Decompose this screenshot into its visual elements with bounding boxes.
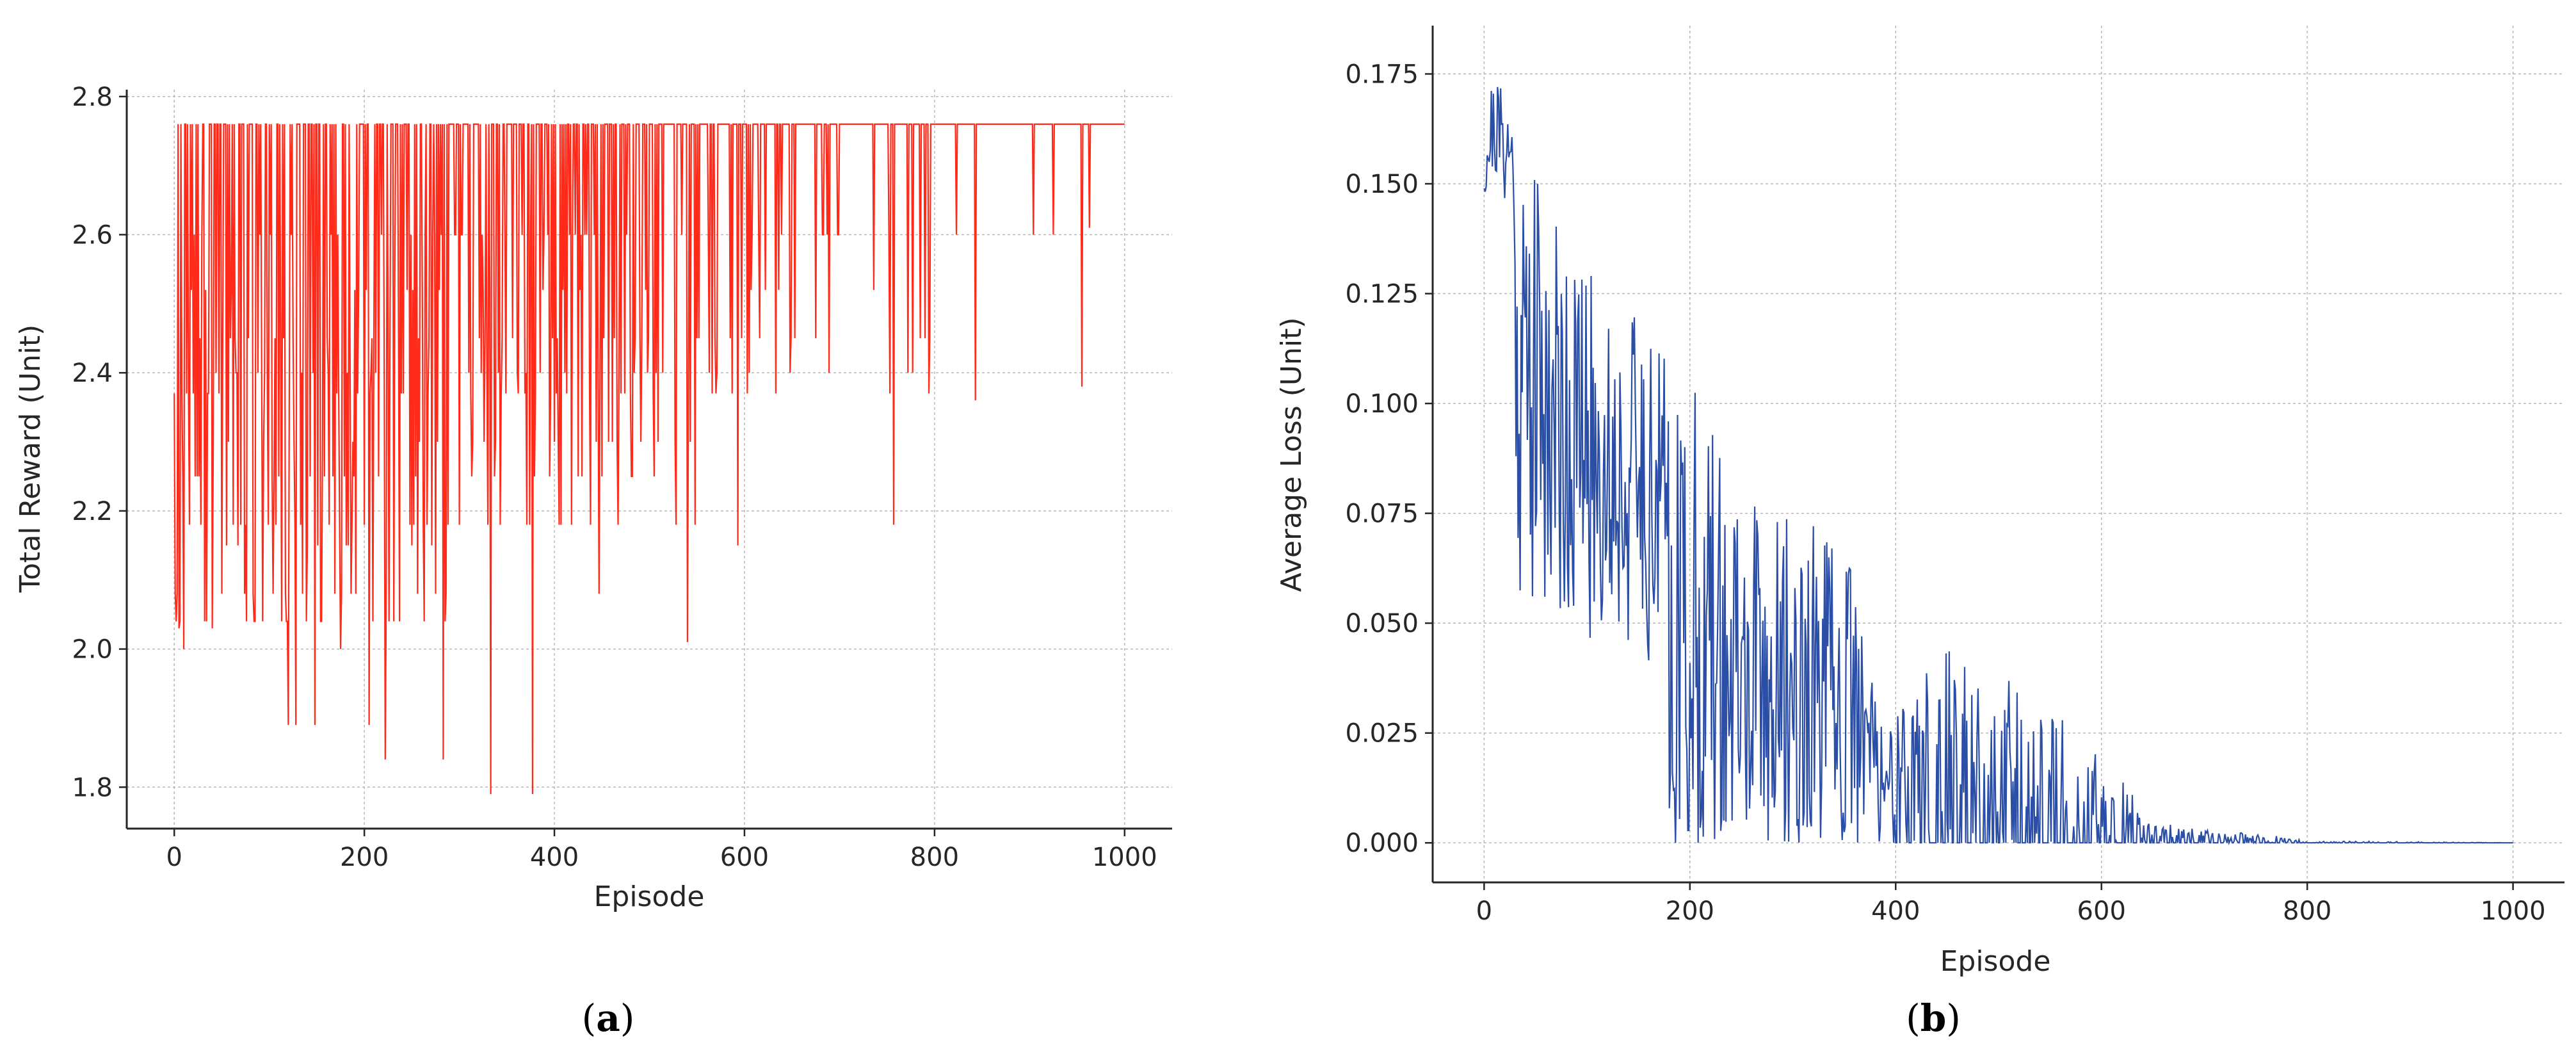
reward-chart-x-tick-label: 400: [530, 843, 579, 872]
reward-chart-x-tick-label: 1000: [1092, 843, 1157, 872]
reward-chart-x-tick-label: 800: [910, 843, 959, 872]
loss-chart-x-tick-label: 1000: [2481, 896, 2546, 926]
reward-chart-x-label: Episode: [594, 880, 705, 913]
reward-chart-y-tick-label: 2.6: [72, 220, 113, 250]
reward-chart-y-tick-label: 2.2: [72, 497, 113, 526]
reward-chart-x-tick-label: 200: [340, 843, 389, 872]
loss-chart-y-tick-label: 0.050: [1345, 609, 1419, 638]
loss-chart-y-tick-label: 0.150: [1345, 170, 1419, 199]
reward-chart-y-tick-label: 1.8: [72, 773, 113, 802]
reward-chart-y-tick-label: 2.0: [72, 635, 113, 665]
loss-chart-x-tick-label: 800: [2283, 896, 2331, 926]
loss-chart-x-tick-label: 0: [1476, 896, 1492, 926]
reward-chart-y-tick-label: 2.8: [72, 83, 113, 112]
reward-chart-x-tick-label: 600: [720, 843, 769, 872]
loss-chart: 0 200 400 600 800 1000 0.000 0.025 0.050 0.075 0.1…: [1275, 26, 2564, 1040]
reward-chart-y-tick-label: 2.4: [72, 359, 113, 388]
loss-chart-ticks: 0 200 400 600 800 1000 0.000 0.025 0.050 0.075 0.1…: [1345, 60, 2545, 926]
loss-chart-y-tick-label: 0.025: [1345, 719, 1419, 749]
loss-chart-x-label: Episode: [1940, 945, 2051, 978]
reward-chart-x-tick-label: 0: [166, 843, 182, 872]
loss-chart-y-tick-label: 0.175: [1345, 60, 1419, 89]
loss-chart-y-tick-label: 0.000: [1345, 829, 1419, 858]
panel-label-b: (b): [1906, 996, 1961, 1040]
loss-chart-y-tick-label: 0.075: [1345, 499, 1419, 529]
loss-chart-x-tick-label: 200: [1666, 896, 1714, 926]
reward-chart: 0 200 400 600 800 1000 1.8 2.0 2.2 2.4 2.6 2.8 Epis…: [14, 83, 1172, 1040]
loss-chart-x-tick-label: 600: [2077, 896, 2126, 926]
loss-chart-y-label: Average Loss (Unit): [1275, 317, 1308, 592]
loss-chart-grid: [1433, 26, 2564, 882]
loss-chart-y-tick-label: 0.125: [1345, 280, 1419, 309]
panel-label-a: (a): [582, 996, 635, 1040]
reward-chart-ticks: 0 200 400 600 800 1000 1.8 2.0 2.2 2.4 2.6 2.8: [72, 83, 1157, 872]
loss-chart-y-tick-label: 0.100: [1345, 389, 1419, 419]
loss-chart-x-tick-label: 400: [1871, 896, 1920, 926]
reward-chart-y-label: Total Reward (Unit): [14, 325, 47, 594]
loss-series-line: [1483, 86, 2513, 846]
reward-series-line: [173, 123, 1125, 795]
